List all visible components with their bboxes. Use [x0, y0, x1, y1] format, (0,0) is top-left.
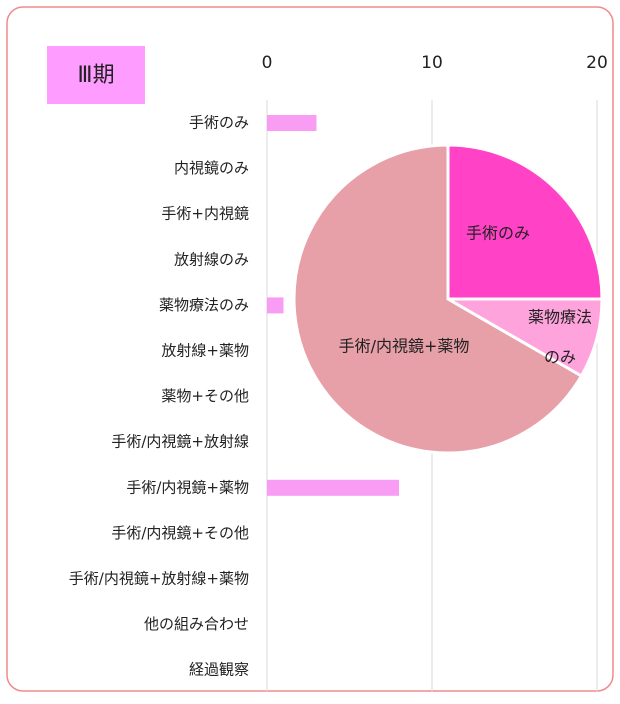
slice-label: 薬物療法 — [528, 308, 592, 327]
slice-label: のみ — [544, 348, 576, 367]
y-tick-label: 手術/内視鏡+その他 — [111, 524, 249, 542]
x-tick-label: 20 — [586, 53, 608, 73]
y-tick-label: 他の組み合わせ — [144, 615, 249, 633]
pie-slice — [446, 143, 604, 301]
y-tick-label: 経過観察 — [189, 661, 249, 679]
y-tick-label: 手術/内視鏡+薬物 — [126, 478, 249, 496]
bar — [267, 479, 399, 496]
y-tick-label: 手術のみ — [189, 114, 249, 132]
title-box — [47, 46, 145, 104]
y-tick-label: 手術/内視鏡+放射線+薬物 — [69, 570, 249, 588]
y-tick-label: 薬物+その他 — [161, 387, 249, 405]
pie-slice — [292, 143, 584, 455]
y-tick-label: 手術+内視鏡 — [161, 205, 249, 223]
bar — [267, 297, 284, 314]
y-tick-label: 内視鏡のみ — [174, 159, 249, 177]
x-tick-label: 0 — [262, 53, 273, 73]
chart-title: Ⅲ期 — [77, 63, 114, 88]
y-tick-label: 薬物療法のみ — [159, 296, 249, 314]
y-tick-label: 放射線+薬物 — [161, 342, 249, 360]
y-tick-label: 放射線のみ — [174, 250, 249, 268]
slice-label: 手術のみ — [466, 224, 530, 243]
x-tick-label: 10 — [421, 53, 443, 73]
y-tick-label: 手術/内視鏡+放射線 — [111, 433, 249, 451]
slice-label: 手術/内視鏡+薬物 — [339, 337, 470, 356]
bar — [267, 115, 317, 131]
